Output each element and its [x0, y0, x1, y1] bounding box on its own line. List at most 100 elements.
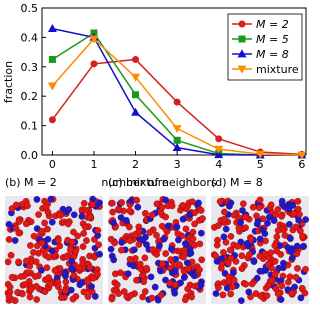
panel-label: (c) mixture: [108, 176, 169, 189]
particle: [84, 293, 92, 300]
y-tick-label: 0.1: [21, 120, 39, 133]
particle: [220, 233, 228, 241]
particle: [62, 253, 70, 261]
legend-label: M = 8: [256, 48, 289, 61]
legend-label: M = 5: [256, 33, 289, 46]
particle: [199, 215, 206, 222]
particle: [284, 244, 292, 251]
particle: [298, 284, 306, 292]
particle: [253, 212, 260, 220]
particle: [148, 294, 156, 302]
particle: [126, 223, 133, 231]
particle: [7, 251, 15, 259]
particle: [212, 290, 220, 297]
particle: [270, 217, 278, 224]
particle: [197, 281, 205, 289]
particle: [190, 272, 198, 280]
particle: [107, 245, 115, 253]
particle: [86, 214, 94, 221]
particle: [277, 296, 285, 303]
particle: [247, 235, 255, 243]
particle: [246, 251, 253, 258]
particle: [45, 274, 52, 281]
particle: [242, 280, 250, 288]
particle: [295, 216, 303, 224]
marker: [89, 35, 99, 44]
particle: [35, 211, 42, 218]
particle: [227, 233, 235, 240]
particle: [23, 257, 30, 265]
particle: [118, 246, 125, 254]
particle: [94, 227, 102, 234]
particle: [153, 251, 161, 258]
particle: [215, 284, 222, 291]
marker: [237, 49, 247, 58]
panel-label: (b) M = 2: [5, 176, 57, 189]
particle: [80, 230, 87, 237]
particle: [78, 279, 86, 287]
particle: [174, 230, 182, 238]
particle: [130, 246, 138, 254]
particle: [148, 211, 156, 219]
marker: [238, 20, 246, 28]
particle: [252, 290, 260, 297]
particle: [154, 296, 162, 304]
particle: [157, 267, 164, 275]
particle: [118, 199, 126, 206]
plot-frame: [41, 7, 307, 156]
particle: [33, 196, 41, 203]
marker: [90, 60, 98, 68]
particle: [180, 253, 187, 261]
particle: [274, 227, 282, 234]
particle: [237, 219, 244, 226]
particle: [238, 252, 246, 260]
particle: [227, 254, 235, 262]
particle: [189, 228, 197, 236]
particle: [38, 239, 46, 247]
particle: [245, 288, 253, 296]
particle: [117, 269, 124, 277]
particle: [51, 267, 59, 274]
particle: [162, 250, 170, 257]
marker: [172, 143, 182, 152]
particle: [108, 295, 116, 303]
particle: [229, 283, 236, 291]
particle: [70, 211, 78, 219]
x-tick-label: 4: [215, 158, 222, 171]
particle: [278, 282, 286, 290]
particle: [139, 236, 147, 244]
particle: [68, 238, 76, 246]
particle: [82, 223, 89, 231]
particle: [22, 220, 30, 228]
marker: [172, 125, 182, 134]
particle: [32, 258, 40, 266]
particle: [27, 242, 34, 249]
particle: [68, 258, 76, 265]
particle: [230, 269, 237, 277]
legend-label: mixture: [256, 63, 299, 76]
x-tick-label: 1: [90, 158, 97, 171]
particle: [162, 196, 170, 204]
particle: [153, 231, 160, 239]
legend-label: M = 2: [256, 18, 289, 31]
x-axis-label: number of neighbors: [101, 176, 217, 189]
marker: [237, 65, 247, 74]
particle: [243, 240, 251, 247]
particle: [24, 202, 31, 210]
particle: [45, 253, 53, 261]
particle: [263, 292, 271, 300]
particle: [225, 277, 233, 285]
particle: [156, 242, 163, 250]
particle: [115, 290, 122, 297]
particle: [226, 246, 234, 254]
particle: [17, 273, 25, 280]
particle: [160, 235, 168, 243]
marker: [173, 98, 181, 106]
particle: [124, 270, 132, 278]
particle: [213, 241, 221, 249]
marker: [131, 73, 140, 82]
particle: [133, 276, 140, 284]
particle: [189, 235, 197, 243]
particle: [162, 213, 169, 221]
